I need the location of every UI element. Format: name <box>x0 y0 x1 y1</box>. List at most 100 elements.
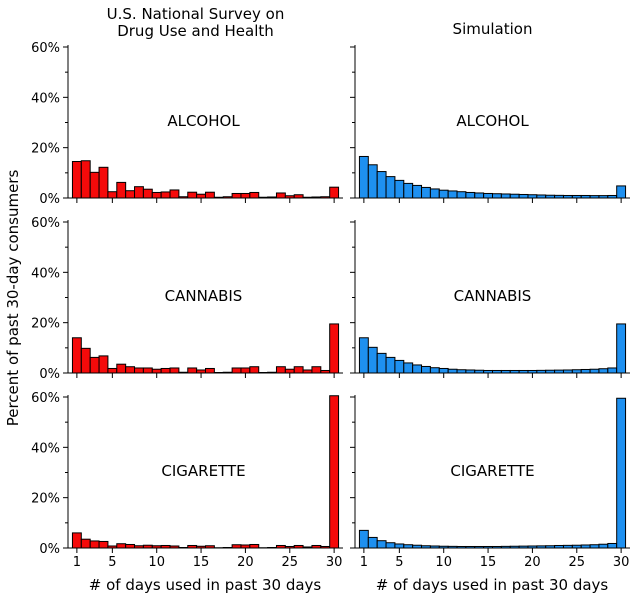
x-axis-label-right: # of days used in past 30 days <box>376 576 609 594</box>
bar-cannabis-survey-day-8 <box>134 367 144 374</box>
bar-cannabis-sim-day-11 <box>447 368 458 374</box>
bar-cigarette-survey-day-21 <box>249 543 260 549</box>
x-tick-label: 20 <box>524 555 541 570</box>
bar-cannabis-sim-day-30 <box>616 323 627 374</box>
bar-alcohol-survey-day-15 <box>196 193 207 199</box>
bar-alcohol-sim-day-2 <box>367 164 378 199</box>
x-tick-label: 1 <box>360 555 368 570</box>
bar-cannabis-survey-day-30 <box>329 323 340 374</box>
bar-cannabis-survey-day-26 <box>293 366 304 374</box>
panel-label: CANNABIS <box>454 287 532 305</box>
bar-alcohol-sim-day-14 <box>474 192 485 199</box>
bar-cannabis-sim-day-2 <box>367 346 378 374</box>
bar-alcohol-survey-day-30 <box>329 186 340 199</box>
panel-label: CANNABIS <box>165 287 243 305</box>
x-tick-label: 1 <box>73 555 81 570</box>
bar-cannabis-survey-day-28 <box>311 366 322 374</box>
bar-alcohol-survey-day-2 <box>80 160 91 199</box>
bar-alcohol-survey-day-9 <box>142 188 153 199</box>
bar-cigarette-survey-day-3 <box>89 540 100 549</box>
bar-cannabis-survey-day-20 <box>240 367 251 374</box>
bar-cannabis-survey-day-21 <box>249 366 260 374</box>
bar-alcohol-sim-day-15 <box>483 192 494 199</box>
bar-cannabis-sim-day-3 <box>376 352 387 374</box>
column-title: U.S. National Survey on Drug Use and Heal… <box>107 5 285 40</box>
y-tick-label: 20% <box>31 317 60 332</box>
bar-cannabis-survey-day-2 <box>80 347 91 374</box>
bar-alcohol-survey-day-24 <box>275 192 286 199</box>
bar-alcohol-sim-day-17 <box>500 193 511 199</box>
bar-cigarette-sim-day-4 <box>385 542 396 549</box>
bar-cannabis-survey-day-14 <box>187 367 198 374</box>
bar-alcohol-survey-day-12 <box>169 189 180 199</box>
y-tick-label: 60% <box>31 41 60 56</box>
bar-cannabis-survey-day-9 <box>142 367 153 374</box>
bar-alcohol-sim-day-3 <box>376 171 387 199</box>
bar-cigarette-survey-day-30 <box>329 395 340 549</box>
panel-label: ALCOHOL <box>456 112 529 130</box>
bar-cigarette-sim-day-5 <box>394 543 405 549</box>
bar-alcohol-survey-day-10 <box>151 191 162 199</box>
panel-alcohol-survey: 0% 20% 40% 60% ALCOHOL U.S. National Survey o… <box>31 5 343 207</box>
y-tick-label: 60% <box>31 391 60 406</box>
bar-cannabis-sim-day-8 <box>421 365 431 374</box>
panel-cannabis-survey: 0% 20% 40% 60% CANNABIS <box>31 216 343 382</box>
bar-alcohol-survey-day-11 <box>160 191 171 199</box>
bar-alcohol-sim-day-1 <box>358 155 369 199</box>
chart-panels: 0% 20% 40% 60% ALCOHOL U.S. National Survey o… <box>31 5 630 570</box>
panel-alcohol-sim: ALCOHOL Simulation <box>350 20 630 203</box>
bar-alcohol-survey-day-20 <box>240 192 251 199</box>
bar-alcohol-survey-day-1 <box>71 161 82 199</box>
bar-cannabis-sim-day-28 <box>598 368 609 374</box>
bar-cigarette-sim-day-2 <box>367 536 378 549</box>
x-tick-label: 30 <box>613 555 630 570</box>
y-tick-label: 40% <box>31 91 60 106</box>
bar-alcohol-sim-day-7 <box>412 184 423 199</box>
column-title: Simulation <box>453 20 533 38</box>
bar-cannabis-sim-day-10 <box>438 367 449 374</box>
bar-cannabis-survey-day-1 <box>71 337 82 374</box>
bar-alcohol-sim-day-30 <box>616 185 627 199</box>
bar-alcohol-survey-day-7 <box>125 190 136 199</box>
bar-alcohol-survey-day-16 <box>205 191 215 199</box>
bar-cannabis-survey-day-3 <box>89 356 100 374</box>
panel-label: ALCOHOL <box>167 112 240 130</box>
bar-alcohol-sim-day-6 <box>403 182 414 199</box>
bar-alcohol-sim-day-16 <box>492 193 502 199</box>
bar-cannabis-sim-day-26 <box>580 368 591 374</box>
x-tick-label: 15 <box>480 555 497 570</box>
bar-cannabis-survey-day-16 <box>205 367 215 374</box>
bar-cannabis-survey-day-7 <box>125 366 136 374</box>
y-tick-label: 40% <box>31 441 60 456</box>
x-tick-label: 25 <box>569 555 586 570</box>
bar-cannabis-sim-day-29 <box>607 367 618 374</box>
bar-cannabis-sim-day-4 <box>385 356 396 374</box>
bar-cannabis-sim-day-5 <box>394 359 405 374</box>
bar-cannabis-survey-day-25 <box>284 368 295 374</box>
bar-alcohol-sim-day-10 <box>438 189 449 199</box>
bar-cannabis-survey-day-11 <box>160 367 171 374</box>
bar-alcohol-sim-day-5 <box>394 179 405 199</box>
bar-alcohol-sim-day-8 <box>421 186 431 199</box>
bar-cannabis-survey-day-10 <box>151 368 162 374</box>
panel-label: CIGARETTE <box>450 462 534 480</box>
bar-cigarette-sim-day-28 <box>598 543 609 549</box>
y-tick-label: 20% <box>31 142 60 157</box>
panel-label: CIGARETTE <box>161 462 245 480</box>
bar-cigarette-survey-day-4 <box>98 540 109 549</box>
bar-cannabis-survey-day-4 <box>98 355 109 374</box>
bar-cannabis-survey-day-12 <box>169 367 180 374</box>
bar-cigarette-sim-day-29 <box>607 542 618 549</box>
panel-cannabis-sim: CANNABIS <box>350 220 630 378</box>
y-tick-label: 0% <box>39 192 60 207</box>
y-tick-label: 20% <box>31 492 60 507</box>
x-tick-label: 20 <box>237 555 254 570</box>
bar-cannabis-sim-day-1 <box>358 337 369 374</box>
x-tick-label: 15 <box>193 555 210 570</box>
bar-cigarette-sim-day-30 <box>616 397 627 549</box>
y-tick-label: 60% <box>31 216 60 231</box>
x-tick-label: 5 <box>108 555 116 570</box>
x-tick-label: 25 <box>282 555 299 570</box>
y-axis-label: Percent of past 30-day consumers <box>4 170 22 427</box>
x-axis-label-left: # of days used in past 30 days <box>89 576 322 594</box>
